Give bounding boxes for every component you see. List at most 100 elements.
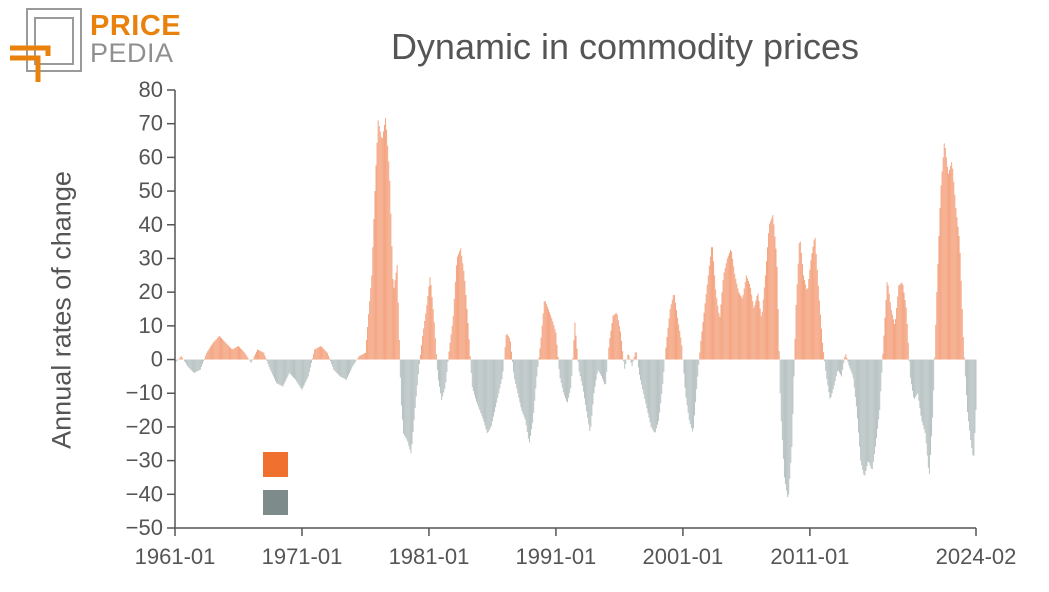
bar xyxy=(792,359,794,414)
bar xyxy=(394,280,396,360)
bar xyxy=(958,236,960,360)
bar xyxy=(876,359,878,439)
bar xyxy=(538,357,540,360)
logo-word-pedia: PEDIA xyxy=(90,38,174,68)
bar xyxy=(317,347,319,360)
bar xyxy=(713,261,715,360)
bar xyxy=(661,359,663,394)
bar xyxy=(803,275,805,360)
y-tick-label: 20 xyxy=(139,279,163,304)
bar xyxy=(535,359,537,389)
bar xyxy=(670,304,672,360)
bar xyxy=(594,359,596,387)
bar xyxy=(856,359,858,419)
bar xyxy=(716,298,718,360)
bar xyxy=(478,359,480,408)
bar xyxy=(651,359,653,429)
bar xyxy=(266,359,268,362)
bar xyxy=(685,359,687,398)
x-tick-label: 2024-02 xyxy=(936,544,1017,569)
bar xyxy=(284,359,286,382)
bar xyxy=(576,348,578,360)
bar xyxy=(310,359,312,363)
bar xyxy=(456,256,458,360)
bar xyxy=(569,359,571,394)
bar xyxy=(765,261,767,360)
x-tick-label: 2001-01 xyxy=(643,544,724,569)
bar xyxy=(892,319,894,360)
bar xyxy=(640,359,642,381)
bar xyxy=(579,359,581,377)
bar xyxy=(616,314,618,360)
bar xyxy=(198,359,200,371)
bar xyxy=(395,272,397,360)
bar xyxy=(328,358,330,360)
bar xyxy=(812,246,814,360)
bar xyxy=(400,359,402,406)
bar xyxy=(770,220,772,360)
bar xyxy=(934,357,936,360)
bar xyxy=(874,359,876,447)
bar xyxy=(817,285,819,360)
bar xyxy=(519,359,521,403)
bar xyxy=(774,236,776,360)
bar xyxy=(235,347,237,360)
bar xyxy=(877,359,879,429)
bar xyxy=(936,292,938,360)
bar xyxy=(295,359,297,380)
bar xyxy=(688,359,690,421)
bar xyxy=(176,359,178,361)
bar xyxy=(473,359,475,395)
bar xyxy=(590,359,592,427)
bar xyxy=(187,359,189,367)
bar xyxy=(621,340,623,360)
bar xyxy=(795,304,797,360)
bar xyxy=(749,283,751,360)
bar xyxy=(592,359,594,405)
bar xyxy=(692,359,694,429)
bar xyxy=(835,359,837,377)
bar xyxy=(335,359,337,372)
bar xyxy=(597,359,599,371)
bar xyxy=(674,302,676,360)
bar xyxy=(180,356,182,360)
bar xyxy=(409,359,411,450)
bar xyxy=(507,335,509,360)
bar xyxy=(927,359,929,468)
bar xyxy=(970,359,972,441)
bar xyxy=(289,359,291,375)
bar xyxy=(728,252,730,360)
bar xyxy=(811,253,813,360)
bar xyxy=(383,124,385,360)
bar xyxy=(459,251,461,360)
bar xyxy=(884,317,886,360)
bar xyxy=(604,359,606,385)
bar xyxy=(695,359,697,403)
bar xyxy=(959,252,961,360)
bar xyxy=(854,359,856,397)
bar xyxy=(945,157,947,360)
bar xyxy=(725,263,727,360)
bar xyxy=(309,359,311,368)
y-tick-label: −30 xyxy=(126,448,163,473)
bar xyxy=(537,359,539,368)
bar xyxy=(254,353,256,360)
bar xyxy=(264,355,266,360)
bar xyxy=(800,252,802,360)
bar xyxy=(814,238,816,360)
bar xyxy=(407,359,409,442)
bar xyxy=(655,359,657,429)
bar xyxy=(735,279,737,360)
bar xyxy=(769,223,771,360)
bar xyxy=(622,351,624,360)
bar xyxy=(627,354,629,360)
bar xyxy=(925,359,927,444)
bar xyxy=(543,301,545,360)
bar xyxy=(900,283,902,360)
bar xyxy=(517,359,519,394)
bar xyxy=(672,294,674,360)
bar xyxy=(247,357,249,360)
bar xyxy=(342,359,344,379)
bar xyxy=(871,359,873,470)
bar xyxy=(530,359,532,436)
